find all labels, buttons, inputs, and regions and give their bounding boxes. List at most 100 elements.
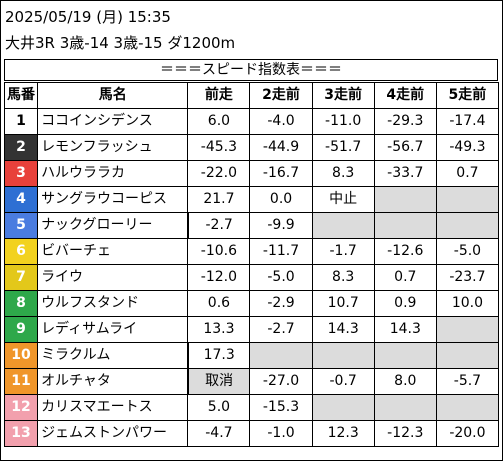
speed-index-cell: 5.0: [187, 394, 251, 421]
horse-number-cell: 6: [3, 238, 39, 265]
speed-index-cell: 8.0: [373, 368, 437, 395]
horse-name-cell: ココインシデンス: [37, 108, 189, 135]
col-header-2-back: 2走前: [249, 82, 313, 109]
speed-index-cell: [435, 316, 500, 343]
table-row: 1 ココインシデンス 6.0 -4.0 -11.0 -29.3 -17.4: [3, 108, 500, 135]
speed-index-cell: 21.7: [187, 186, 251, 213]
speed-index-cell: -33.7: [373, 160, 437, 187]
speed-index-cell: [311, 212, 375, 239]
speed-index-cell: 0.7: [435, 160, 500, 187]
horse-name-cell: レモンフラッシュ: [37, 134, 189, 161]
col-header-4-back: 4走前: [373, 82, 437, 109]
horse-number-cell: 13: [3, 420, 39, 447]
horse-name-cell: ウルフスタンド: [37, 290, 189, 317]
speed-index-cell: 8.3: [311, 160, 375, 187]
col-header-last: 前走: [187, 82, 251, 109]
horse-name-cell: ミラクルム: [37, 342, 189, 369]
speed-index-cell: 6.0: [187, 108, 251, 135]
horse-name-cell: ライウ: [37, 264, 189, 291]
table-row: 13 ジェムストンパワー -4.7 -1.0 12.3 -12.3 -20.0: [3, 420, 500, 447]
table-row: 7 ライウ -12.0 -5.0 8.3 0.7 -23.7: [3, 264, 500, 291]
horse-number-cell: 7: [3, 264, 39, 291]
speed-index-cell: -0.7: [311, 368, 375, 395]
horse-name-cell: カリスマエートス: [37, 394, 189, 421]
table-header-row: 馬番 馬名 前走 2走前 3走前 4走前 5走前: [3, 82, 500, 109]
col-header-3-back: 3走前: [311, 82, 375, 109]
speed-index-cell: [435, 394, 500, 421]
table-row: 11 オルチャタ 取消 -27.0 -0.7 8.0 -5.7: [3, 368, 500, 395]
speed-index-cell: -45.3: [187, 134, 251, 161]
speed-index-cell: -49.3: [435, 134, 500, 161]
speed-index-cell: 13.3: [187, 316, 251, 343]
speed-index-cell: -4.7: [187, 420, 251, 447]
speed-index-cell: [249, 342, 313, 369]
table-row: 10 ミラクルム 17.3: [3, 342, 500, 369]
speed-index-cell: [435, 212, 500, 239]
speed-index-cell: -9.9: [249, 212, 313, 239]
col-header-5-back: 5走前: [435, 82, 500, 109]
speed-index-cell: 0.0: [249, 186, 313, 213]
speed-index-cell: 8.3: [311, 264, 375, 291]
horse-name-cell: レディサムライ: [37, 316, 189, 343]
table-row: 4 サングラウコーピス 21.7 0.0 中止: [3, 186, 500, 213]
speed-index-cell: 中止: [311, 186, 375, 213]
datetime-label: 2025/05/19 (月) 15:35: [5, 8, 171, 26]
horse-number-cell: 9: [3, 316, 39, 343]
speed-index-cell: -2.9: [249, 290, 313, 317]
horse-number-cell: 12: [3, 394, 39, 421]
table-row: 2 レモンフラッシュ -45.3 -44.9 -51.7 -56.7 -49.3: [3, 134, 500, 161]
horse-name-cell: ジェムストンパワー: [37, 420, 189, 447]
speed-index-cell: -22.0: [187, 160, 251, 187]
speed-index-cell: [373, 394, 437, 421]
speed-index-cell: -44.9: [249, 134, 313, 161]
speed-index-cell: 10.0: [435, 290, 500, 317]
speed-index-cell: 12.3: [311, 420, 375, 447]
col-header-name: 馬名: [37, 82, 189, 109]
horse-number-cell: 5: [3, 212, 39, 239]
speed-index-cell: -17.4: [435, 108, 500, 135]
table-row: 9 レディサムライ 13.3 -2.7 14.3 14.3: [3, 316, 500, 343]
speed-index-cell: -12.6: [373, 238, 437, 265]
table-row: 5 ナックグローリー -2.7 -9.9: [3, 212, 500, 239]
speed-index-cell: 0.7: [373, 264, 437, 291]
speed-index-cell: -51.7: [311, 134, 375, 161]
speed-index-cell: 0.6: [187, 290, 251, 317]
horse-number-cell: 2: [3, 134, 39, 161]
speed-index-cell: -5.7: [435, 368, 500, 395]
speed-index-cell: [435, 186, 500, 213]
table-row: 12 カリスマエートス 5.0 -15.3: [3, 394, 500, 421]
speed-index-cell: -10.6: [187, 238, 251, 265]
speed-index-cell: -20.0: [435, 420, 500, 447]
speed-index-cell: -2.7: [186, 212, 251, 239]
speed-index-cell: -16.7: [249, 160, 313, 187]
speed-index-cell: [311, 394, 375, 421]
speed-index-cell: -12.3: [373, 420, 437, 447]
horse-name-cell: ハルウララカ: [37, 160, 189, 187]
col-header-number: 馬番: [3, 82, 39, 109]
speed-index-cell: -5.0: [249, 264, 313, 291]
speed-index-cell: [373, 186, 437, 213]
speed-index-cell: -11.7: [249, 238, 313, 265]
speed-index-cell: 17.3: [186, 342, 251, 369]
speed-index-cell: -2.7: [249, 316, 313, 343]
horse-number-cell: 3: [3, 160, 39, 187]
speed-index-cell: -1.0: [249, 420, 313, 447]
horse-name-cell: ビバーチェ: [37, 238, 189, 265]
speed-index-cell: [373, 212, 437, 239]
horse-name-cell: ナックグローリー: [37, 212, 189, 239]
table-row: 8 ウルフスタンド 0.6 -2.9 10.7 0.9 10.0: [3, 290, 500, 317]
speed-index-cell: -56.7: [373, 134, 437, 161]
speed-index-table: 馬番 馬名 前走 2走前 3走前 4走前 5走前 1 ココインシデンス 6.0 -4.…: [3, 82, 500, 447]
horse-number-cell: 1: [3, 108, 39, 135]
table-row: 3 ハルウララカ -22.0 -16.7 8.3 -33.7 0.7: [3, 160, 500, 187]
table-row: 6 ビバーチェ -10.6 -11.7 -1.7 -12.6 -5.0: [3, 238, 500, 265]
speed-index-cell: -5.0: [435, 238, 500, 265]
table-banner: ＝＝＝スピード指数表＝＝＝: [4, 59, 498, 81]
horse-number-cell: 11: [3, 368, 39, 395]
speed-index-cell: 10.7: [311, 290, 375, 317]
race-info-label: 大井3R 3歳-14 3歳-15 ダ1200m: [5, 34, 236, 52]
speed-index-cell: -11.0: [311, 108, 375, 135]
horse-name-cell: オルチャタ: [37, 368, 189, 395]
speed-index-cell: 0.9: [373, 290, 437, 317]
